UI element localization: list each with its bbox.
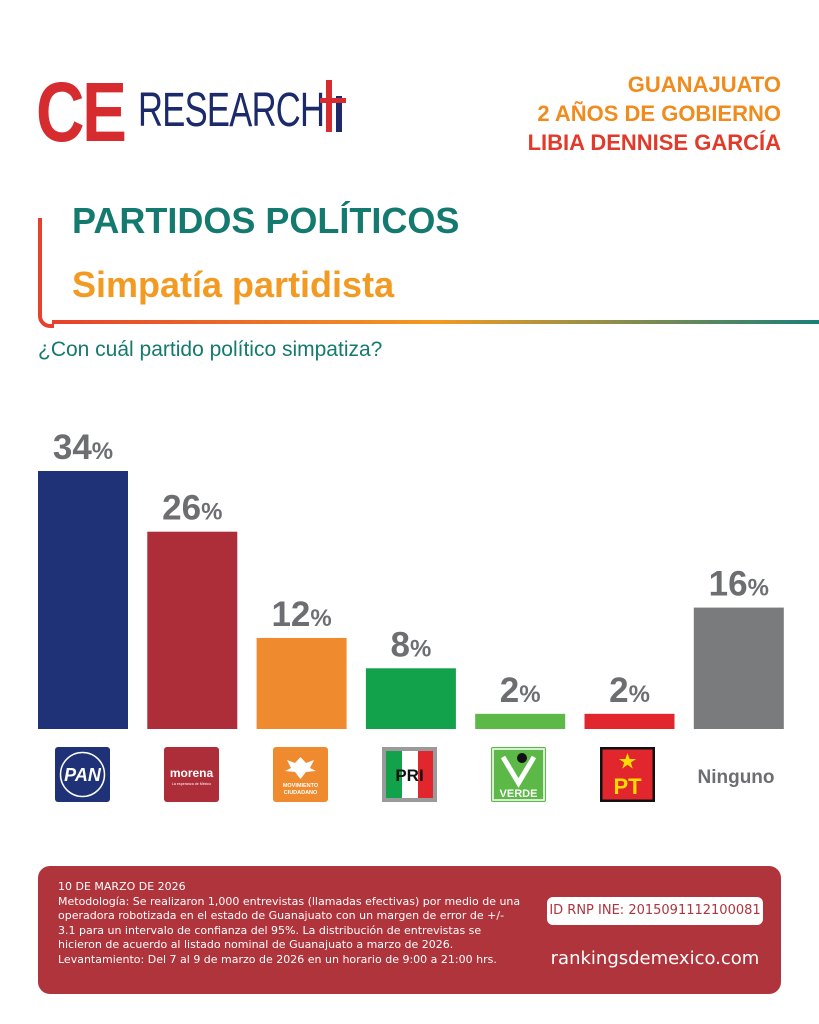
mc-logo-line1: MOVIMIENTO xyxy=(283,783,319,789)
pri-logo: PRI xyxy=(382,747,437,802)
pri-logo-text: PRI xyxy=(395,766,423,785)
header-governor: LIBIA DENNISE GARCÍA xyxy=(527,130,781,155)
survey-header: GUANAJUATO 2 AÑOS DE GOBIERNO LIBIA DENN… xyxy=(528,70,781,157)
value-label-ninguno: 16% xyxy=(709,565,769,604)
pt-logo-text: PT xyxy=(613,774,642,799)
bar-movimiento-ciudadano xyxy=(256,637,347,729)
verde-logo: VERDE xyxy=(491,747,546,802)
section-title: PARTIDOS POLÍTICOS xyxy=(72,200,460,241)
bar-chart: 34% 26% 12% 8% 2% 2% 16% PAN morena La esperan… xyxy=(38,428,784,802)
pan-logo-text: PAN xyxy=(64,765,102,785)
value-label-movimiento-ciudadano: 12% xyxy=(271,595,331,634)
title-frame xyxy=(38,218,54,328)
title-gradient-line xyxy=(52,320,819,324)
survey-question: ¿Con cuál partido político simpatiza? xyxy=(38,338,383,361)
logo-cross-icon xyxy=(320,80,346,132)
movimiento-ciudadano-logo: MOVIMIENTO CIUDADANO xyxy=(273,747,328,802)
footer-methodology: Metodología: Se realizaron 1,000 entrevi… xyxy=(58,895,521,966)
ninguno-label: Ninguno xyxy=(697,767,774,788)
logo-ce-text: CE xyxy=(36,65,127,159)
pan-logo: PAN xyxy=(55,747,110,802)
footer-date: 10 DE MARZO DE 2026 xyxy=(58,880,186,893)
bar-pt xyxy=(584,713,675,729)
morena-logo-text: morena xyxy=(170,766,214,780)
logo-research-text: RESEARCH xyxy=(138,84,325,137)
value-label-morena: 26% xyxy=(162,489,222,528)
verde-logo-text: VERDE xyxy=(500,788,538,800)
methodology-footer: 10 DE MARZO DE 2026 Metodología: Se real… xyxy=(38,866,781,994)
value-label-pri: 8% xyxy=(390,625,431,664)
mc-logo-line2: CIUDADANO xyxy=(284,790,318,796)
bar-verde xyxy=(475,713,566,729)
bar-pri xyxy=(365,668,456,729)
value-label-pan: 34% xyxy=(53,428,113,467)
value-label-verde: 2% xyxy=(500,671,541,710)
header-period: 2 AÑOS DE GOBIERNO xyxy=(537,101,781,126)
bar-ninguno xyxy=(693,607,784,729)
rnp-id-badge: ID RNP INE: 2015091112100081 xyxy=(547,897,763,925)
bar-morena xyxy=(147,531,238,729)
bar-pan xyxy=(38,471,128,729)
website-link[interactable]: rankingsdemexico.com xyxy=(550,948,760,969)
value-label-pt: 2% xyxy=(609,671,650,710)
section-subtitle: Simpatía partidista xyxy=(72,264,395,305)
morena-logo-slogan: La esperanza de México xyxy=(172,782,211,786)
morena-logo: morena La esperanza de México xyxy=(164,747,219,802)
header-state: GUANAJUATO xyxy=(627,72,781,97)
ce-research-logo: CE RESEARCH xyxy=(36,65,397,159)
pt-logo: PT xyxy=(600,747,655,802)
